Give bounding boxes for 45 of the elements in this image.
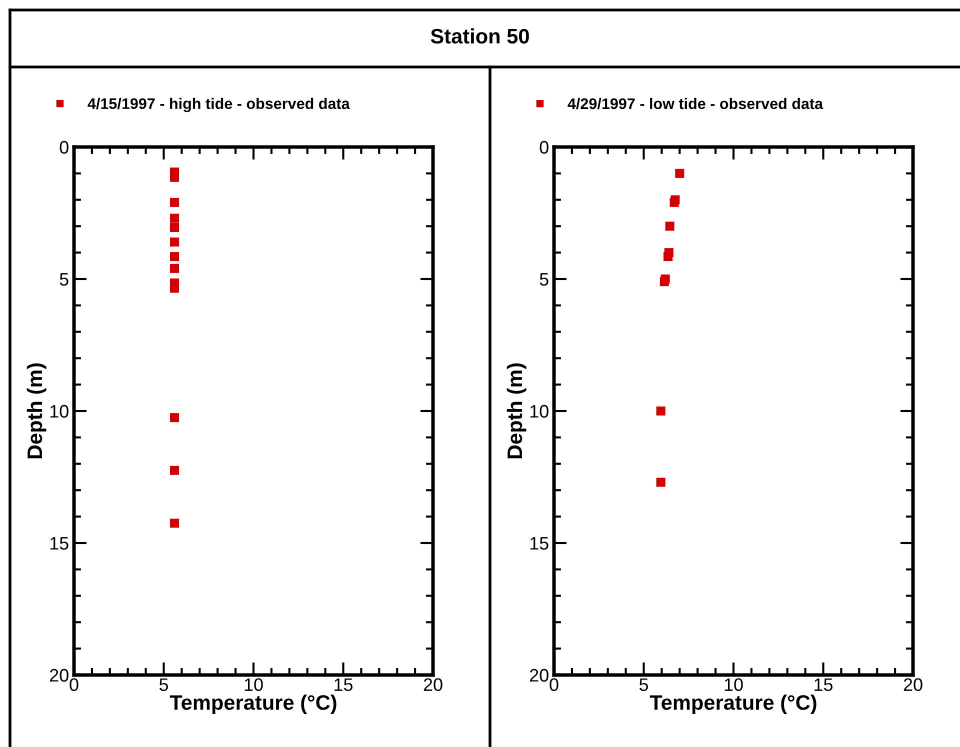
y-axis-title: Depth (m) — [506, 363, 526, 458]
point — [670, 198, 679, 207]
point — [660, 277, 669, 286]
legend-label: 4/15/1997 - high tide - observed data — [88, 98, 350, 112]
point — [170, 413, 180, 422]
x-axis-title: Temperature (°C) — [170, 694, 336, 714]
x-tick-label: 15 — [334, 678, 353, 692]
x-axis-title: Temperature (°C) — [650, 694, 816, 714]
x-tick-label: 20 — [424, 678, 442, 692]
x-tick-label: 10 — [244, 678, 263, 692]
point — [170, 223, 180, 232]
legend-label: 4/29/1997 - low tide - observed data — [568, 98, 824, 110]
point — [665, 222, 674, 231]
x-tick-label: 5 — [159, 678, 168, 692]
x-tick-label: 10 — [724, 678, 743, 692]
y-tick-label: 15 — [530, 537, 548, 550]
point — [663, 252, 672, 262]
y-tick-label: 5 — [540, 273, 548, 286]
point — [170, 214, 180, 223]
point — [170, 466, 180, 475]
y-tick-label: 10 — [530, 404, 548, 418]
x-tick-label: 15 — [814, 678, 833, 692]
point — [170, 238, 180, 247]
y-tick-label: 0 — [60, 140, 68, 154]
x-tick-label: 5 — [639, 678, 648, 692]
point — [170, 284, 180, 293]
point — [675, 168, 684, 178]
x-tick-label: 0 — [550, 678, 558, 692]
y-tick-label: 15 — [50, 537, 68, 550]
point — [170, 518, 180, 528]
point — [170, 264, 180, 273]
x-tick-label: 0 — [70, 678, 78, 692]
point — [170, 252, 180, 262]
point — [656, 478, 666, 487]
y-tick-label: 5 — [60, 273, 68, 286]
point — [656, 406, 666, 416]
x-tick-label: 20 — [904, 678, 922, 692]
y-tick-label: 0 — [540, 140, 548, 154]
text: Station 50 — [430, 28, 529, 44]
y-tick-label: 20 — [530, 668, 548, 682]
y-tick-label: 10 — [50, 404, 68, 418]
y-tick-label: 20 — [50, 668, 68, 682]
y-axis-title: Depth (m) — [26, 363, 46, 458]
point — [170, 198, 180, 207]
point — [170, 172, 180, 182]
